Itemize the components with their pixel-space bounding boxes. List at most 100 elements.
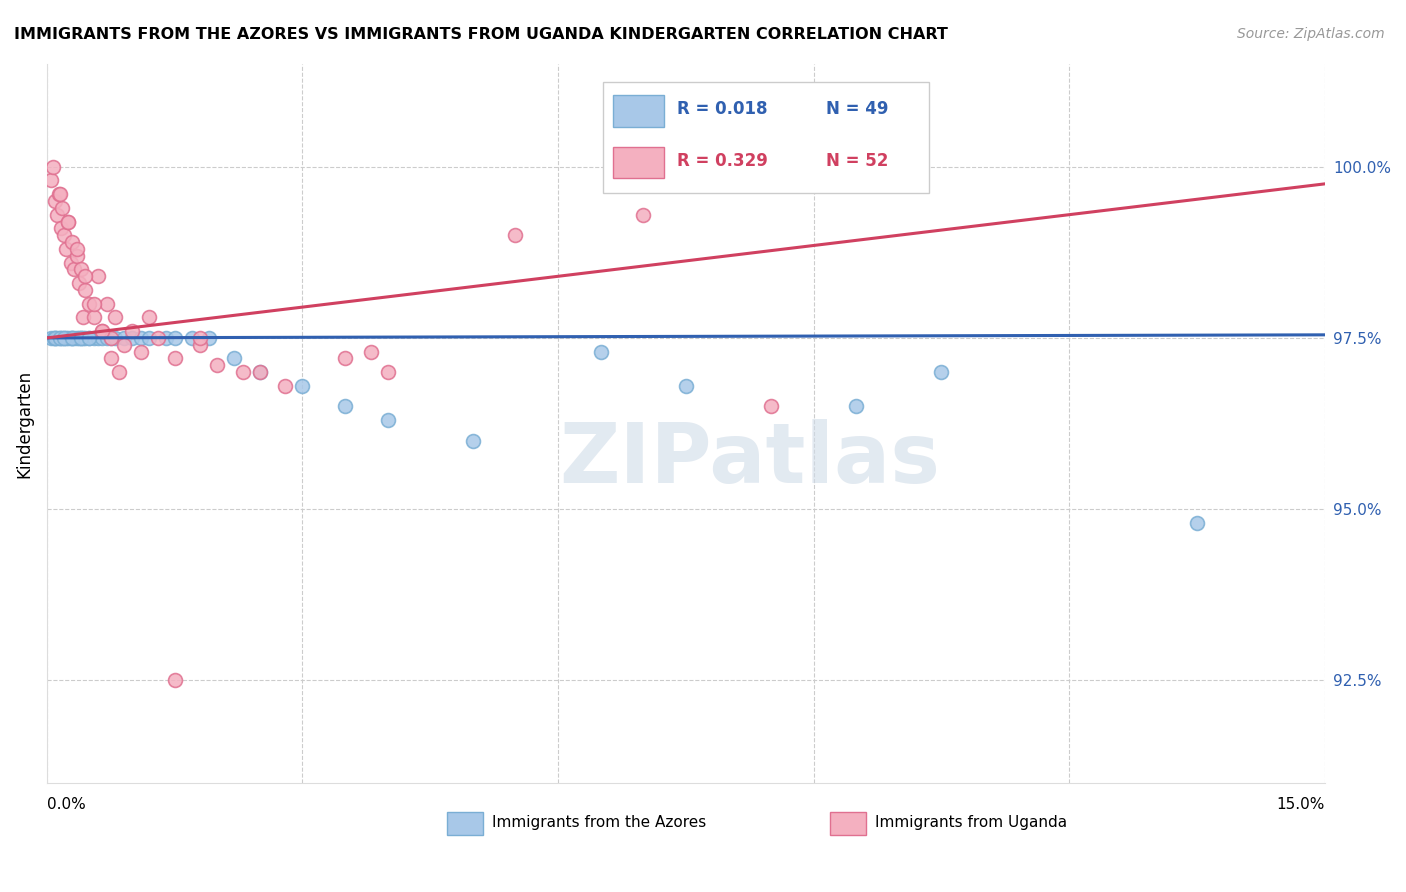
Point	[83, 310, 105, 325]
Point	[67, 331, 90, 345]
Point	[121, 324, 143, 338]
Point	[188, 338, 211, 352]
FancyBboxPatch shape	[613, 146, 664, 178]
Point	[75, 283, 97, 297]
Point	[333, 351, 356, 366]
Point	[59, 331, 82, 345]
Point	[87, 331, 110, 345]
Point	[931, 365, 953, 379]
Point	[249, 365, 271, 379]
Point	[104, 310, 127, 325]
Point	[62, 235, 84, 249]
Text: Immigrants from Uganda: Immigrants from Uganda	[875, 815, 1067, 830]
Point	[83, 331, 105, 345]
Point	[163, 351, 186, 366]
Point	[48, 187, 70, 202]
Point	[63, 331, 86, 345]
Point	[180, 331, 202, 345]
Point	[42, 331, 65, 345]
Text: Immigrants from the Azores: Immigrants from the Azores	[492, 815, 706, 830]
Point	[44, 331, 66, 345]
Point	[46, 208, 69, 222]
Point	[56, 214, 79, 228]
Point	[79, 331, 101, 345]
Point	[129, 331, 152, 345]
Point	[56, 331, 79, 345]
Point	[75, 331, 97, 345]
Point	[91, 324, 114, 338]
Point	[91, 324, 114, 338]
Point	[224, 351, 246, 366]
Text: 0.0%: 0.0%	[46, 797, 86, 812]
Point	[66, 331, 89, 345]
Point	[42, 160, 65, 174]
Point	[52, 331, 75, 345]
Point	[55, 331, 77, 345]
Text: ZIPatlas: ZIPatlas	[560, 419, 941, 500]
Point	[52, 228, 75, 243]
Point	[1185, 516, 1208, 530]
FancyBboxPatch shape	[830, 812, 866, 835]
Point	[232, 365, 254, 379]
Point	[70, 331, 93, 345]
Point	[121, 331, 143, 345]
Text: R = 0.329: R = 0.329	[676, 153, 768, 170]
Point	[377, 413, 399, 427]
Point	[100, 331, 122, 345]
Point	[44, 331, 66, 345]
Point	[104, 331, 127, 345]
Point	[55, 242, 77, 256]
Point	[66, 242, 89, 256]
Text: N = 52: N = 52	[827, 153, 889, 170]
Point	[461, 434, 484, 448]
Point	[72, 310, 94, 325]
Point	[249, 365, 271, 379]
Point	[79, 296, 101, 310]
FancyBboxPatch shape	[447, 812, 482, 835]
Point	[96, 296, 118, 310]
Point	[207, 359, 229, 373]
Text: N = 49: N = 49	[827, 100, 889, 119]
Point	[79, 331, 101, 345]
Point	[51, 331, 73, 345]
Point	[75, 269, 97, 284]
Y-axis label: Kindergarten: Kindergarten	[15, 369, 32, 477]
Point	[100, 351, 122, 366]
Point	[112, 331, 135, 345]
Text: Source: ZipAtlas.com: Source: ZipAtlas.com	[1237, 27, 1385, 41]
Point	[631, 208, 654, 222]
Point	[138, 331, 160, 345]
Point	[51, 201, 73, 215]
Point	[96, 331, 118, 345]
Point	[146, 331, 169, 345]
Point	[56, 214, 79, 228]
Point	[360, 344, 382, 359]
Point	[138, 310, 160, 325]
Point	[72, 331, 94, 345]
Point	[675, 379, 697, 393]
Point	[63, 262, 86, 277]
Point	[70, 262, 93, 277]
Point	[70, 331, 93, 345]
Point	[91, 331, 114, 345]
Point	[67, 276, 90, 290]
Point	[62, 331, 84, 345]
Point	[759, 400, 782, 414]
FancyBboxPatch shape	[603, 82, 928, 194]
Point	[44, 194, 66, 208]
Point	[333, 400, 356, 414]
Point	[129, 344, 152, 359]
Point	[188, 331, 211, 345]
Point	[59, 255, 82, 269]
Point	[52, 331, 75, 345]
Point	[163, 331, 186, 345]
Point	[155, 331, 177, 345]
Point	[62, 331, 84, 345]
Point	[100, 331, 122, 345]
Point	[39, 331, 62, 345]
Point	[112, 338, 135, 352]
Point	[163, 673, 186, 688]
Point	[83, 296, 105, 310]
Point	[589, 344, 612, 359]
Point	[49, 221, 72, 235]
